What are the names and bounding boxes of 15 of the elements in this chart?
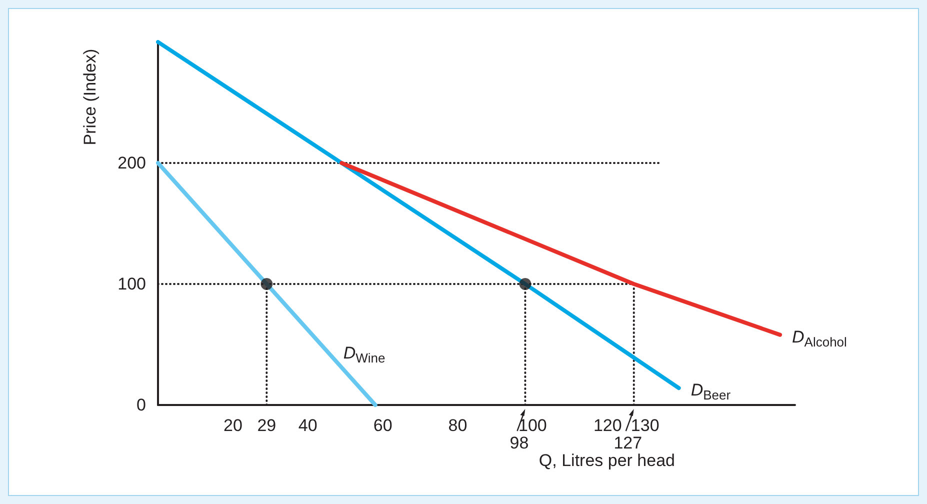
y-tick-label: 0 [136, 396, 146, 414]
x-tick-label: 120 [593, 416, 622, 435]
annotation: 127 [614, 434, 642, 452]
y-axis-title: Price (Index) [80, 48, 100, 146]
x-tick-label: 29 [257, 416, 276, 435]
x-axis-title: Q, Litres per head [538, 451, 676, 470]
y-tick-label: 100 [118, 274, 146, 294]
annotation: 98 [510, 434, 529, 452]
x-tick-label: 80 [448, 416, 468, 435]
x-tick-label: 130 [630, 416, 660, 435]
y-tick-label: 200 [118, 154, 146, 172]
x-tick-label: 40 [298, 416, 318, 435]
x-tick-label: 20 [223, 416, 242, 435]
x-tick-label: 60 [373, 416, 392, 435]
x-tick-label: 100 [518, 416, 547, 435]
